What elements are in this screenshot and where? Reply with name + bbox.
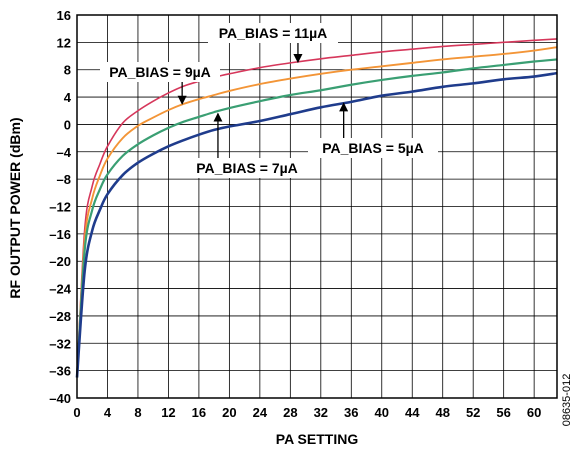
- annotation-label: PA_BIAS = 11µA: [219, 25, 328, 41]
- x-tick-label: 12: [161, 405, 175, 420]
- x-tick-label: 28: [283, 405, 297, 420]
- x-tick-label: 16: [192, 405, 206, 420]
- y-tick-label: –4: [57, 145, 72, 160]
- series-line-1: [76, 38, 558, 378]
- y-tick-label: 12: [57, 35, 71, 50]
- annotation-box: [308, 138, 438, 158]
- x-tick-label: 0: [73, 405, 80, 420]
- annotation-box: [100, 62, 220, 82]
- y-tick-label: –36: [49, 364, 71, 379]
- series-layer: [75, 38, 558, 378]
- y-axis-title: RF OUTPUT POWER (dBm): [7, 117, 23, 298]
- y-tick-label: 0: [64, 117, 71, 132]
- x-tick-label: 48: [435, 405, 449, 420]
- y-tick-label: –12: [49, 200, 71, 215]
- y-tick-labels: 16 12 8 4 0 –4 –8 –12 –16 –20 –24 –28 –32 –36 –40: [49, 8, 71, 406]
- annotation-box: [208, 23, 338, 43]
- y-tick-label: –8: [57, 172, 71, 187]
- y-tick-label: 4: [64, 90, 72, 105]
- y-tick-label: –24: [49, 282, 71, 297]
- annotations: PA_BIAS = 11µA PA_BIAS = 9µA PA_BIAS = 7µA…: [100, 23, 438, 178]
- x-tick-label: 36: [344, 405, 358, 420]
- y-tick-label: –16: [49, 227, 71, 242]
- annotation-box: [187, 158, 307, 178]
- series-line-2: [76, 46, 558, 378]
- figure-id: 08635-012: [561, 374, 573, 427]
- x-tick-label: 32: [314, 405, 328, 420]
- y-tick-label: –20: [49, 254, 71, 269]
- annotation-label: PA_BIAS = 5µA: [322, 140, 424, 156]
- x-tick-label: 56: [496, 405, 510, 420]
- x-tick-label: 60: [527, 405, 541, 420]
- annotation-label: PA_BIAS = 7µA: [196, 160, 298, 176]
- x-axis-title: PA SETTING: [276, 431, 359, 447]
- x-tick-label: 44: [405, 405, 420, 420]
- x-tick-labels: 0 4 8 12 16 20 24 28 32 36 40 44 48 52 56 60: [73, 405, 541, 420]
- y-tick-label: 16: [57, 8, 71, 23]
- x-tick-label: 4: [104, 405, 112, 420]
- x-tick-label: 24: [253, 405, 268, 420]
- y-tick-label: –32: [49, 336, 71, 351]
- series-line-3: [75, 58, 558, 378]
- x-tick-label: 40: [375, 405, 389, 420]
- x-tick-label: 8: [134, 405, 141, 420]
- x-tick-label: 20: [222, 405, 236, 420]
- y-tick-label: –28: [49, 309, 71, 324]
- plot-frame: [76, 14, 558, 399]
- y-tick-label: 8: [64, 63, 71, 78]
- annotation-label: PA_BIAS = 9µA: [109, 64, 211, 80]
- y-tick-label: –40: [49, 391, 71, 406]
- x-tick-label: 52: [466, 405, 480, 420]
